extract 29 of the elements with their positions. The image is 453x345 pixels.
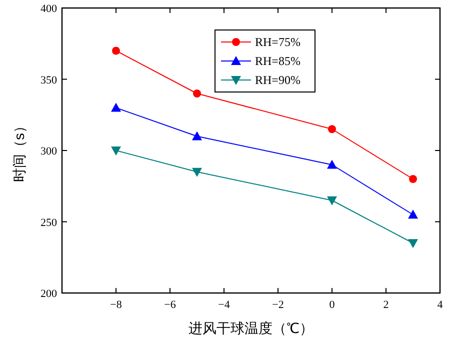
point: [193, 90, 201, 98]
y-tick-label: 200: [40, 288, 58, 300]
x-tick-label: 2: [383, 299, 389, 311]
x-tick-label: −8: [110, 299, 122, 311]
point: [328, 125, 336, 134]
point: [111, 102, 121, 112]
legend-label: RH=85%: [255, 54, 300, 68]
legend-label: RH=90%: [255, 73, 300, 87]
y-tick-label: 250: [40, 216, 58, 229]
point: [408, 210, 418, 219]
point: [112, 46, 120, 55]
point: [408, 239, 418, 248]
y-tick-label: 400: [40, 3, 58, 15]
point: [327, 196, 337, 206]
x-tick-label: 0: [329, 299, 336, 311]
x-tick-label: −2: [272, 299, 284, 311]
x-tick-label: −6: [164, 299, 176, 311]
point: [111, 146, 121, 156]
x-tick-label: 4: [437, 299, 444, 311]
y-tick-label: 350: [40, 74, 58, 86]
y-tick-label: 300: [40, 146, 58, 158]
point: [192, 168, 202, 177]
x-axis-title: 进风干球温度（℃）: [188, 320, 314, 336]
point: [409, 175, 417, 183]
y-axis-title: 时间（s）: [11, 119, 27, 182]
point: [327, 160, 337, 169]
x-tick-label: −4: [218, 299, 230, 311]
point: [192, 131, 202, 140]
legend-label: RH=75%: [255, 35, 300, 49]
